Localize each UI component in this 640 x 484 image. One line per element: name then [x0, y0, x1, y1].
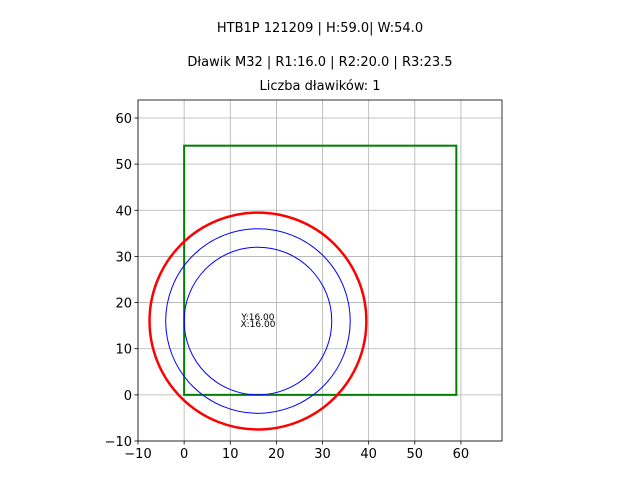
circle: [148, 211, 368, 431]
x-tick-label: 50: [407, 447, 424, 462]
chart-title: Dławik M32 | R1:16.0 | R2:20.0 | R3:23.5: [187, 55, 452, 70]
x-tick-label: −10: [124, 447, 151, 462]
x-tick-label: 0: [180, 447, 188, 462]
rectangle: [183, 144, 458, 396]
circle: [183, 246, 333, 396]
chart-subtitle: Liczba dławików: 1: [259, 79, 380, 94]
y-tick-label: 0: [124, 389, 132, 404]
annotation: X:16.00: [240, 320, 275, 330]
x-tick-label: 60: [453, 447, 470, 462]
x-tick-label: 30: [314, 447, 331, 462]
suptitle: HTB1P 121209 | H:59.0| W:54.0: [217, 21, 423, 36]
y-tick-label: −10: [105, 435, 132, 450]
y-tick-label: 40: [115, 204, 132, 219]
y-tick-label: 30: [115, 250, 132, 265]
y-tick-label: 20: [115, 297, 132, 312]
axes-frame: [137, 99, 503, 442]
circle: [165, 228, 351, 414]
annotation: Y:16.00: [240, 313, 274, 323]
x-tick-label: 10: [222, 447, 239, 462]
y-tick-label: 10: [115, 343, 132, 358]
y-tick-label: 50: [115, 158, 132, 173]
y-tick-label: 60: [115, 112, 132, 127]
x-tick-label: 20: [268, 447, 285, 462]
x-tick-label: 40: [360, 447, 377, 462]
